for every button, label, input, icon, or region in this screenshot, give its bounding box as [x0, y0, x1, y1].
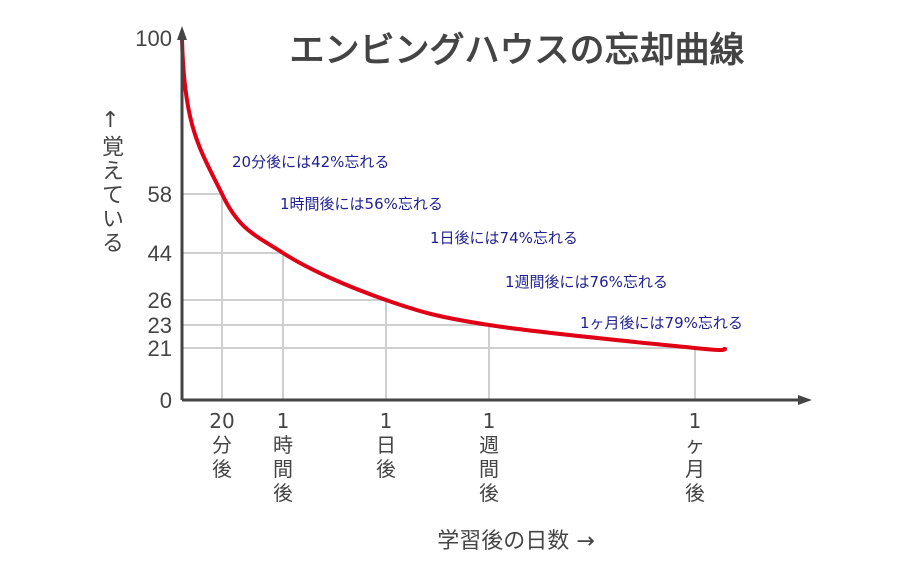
- x-tick-char: ヶ: [685, 433, 705, 457]
- x-tick-label: 20分後: [209, 409, 234, 481]
- x-tick-label: 1ヶ月後: [685, 409, 705, 505]
- x-tick-label: 1時間後: [273, 409, 293, 505]
- annotation: 1日後には74%忘れる: [430, 229, 578, 247]
- retention-curve: [180, 36, 727, 353]
- y-tick-label: 100: [135, 26, 172, 51]
- x-tick-char: 後: [479, 481, 499, 505]
- x-axis-label: 学習後の日数 →: [437, 529, 594, 554]
- x-axis-arrow: [798, 395, 812, 405]
- x-tick-label: 1日後: [376, 409, 396, 481]
- y-tick-label: 58: [148, 182, 172, 207]
- chart-title: エンビングハウスの忘却曲線: [289, 31, 744, 71]
- annotation: 1時間後には56%忘れる: [280, 195, 443, 213]
- x-tick-char: 間: [273, 457, 293, 481]
- x-tick-char: 時: [273, 433, 293, 457]
- x-tick-char: 後: [685, 481, 705, 505]
- annotation: 1ヶ月後には79%忘れる: [580, 314, 743, 332]
- annotation: 20分後には42%忘れる: [232, 153, 389, 171]
- grid-lines: [182, 193, 696, 400]
- x-tick-char: 分: [212, 433, 232, 457]
- x-tick-char: 20: [209, 409, 234, 433]
- y-tick-label: 26: [148, 288, 172, 313]
- y-tick-label: 44: [148, 241, 172, 266]
- y-axis-label: ↑覚えている: [98, 108, 123, 255]
- x-tick-char: 後: [273, 481, 293, 505]
- x-tick-char: 後: [212, 457, 232, 481]
- x-tick-char: 後: [376, 457, 396, 481]
- x-tick-char: 月: [685, 457, 705, 481]
- x-tick-char: 週: [479, 433, 499, 457]
- y-tick-label: 0: [160, 388, 172, 413]
- x-tick-label: 1週間後: [479, 409, 499, 505]
- x-tick-char: 1: [483, 409, 496, 433]
- x-tick-char: 日: [376, 433, 396, 457]
- annotation: 1週間後には76%忘れる: [505, 273, 668, 291]
- y-tick-label: 23: [148, 313, 172, 338]
- x-tick-char: 1: [689, 409, 702, 433]
- x-tick-char: 1: [277, 409, 290, 433]
- x-tick-char: 間: [479, 457, 499, 481]
- y-axis-arrow: [177, 26, 187, 40]
- x-tick-char: 1: [380, 409, 393, 433]
- y-tick-label: 21: [148, 336, 172, 361]
